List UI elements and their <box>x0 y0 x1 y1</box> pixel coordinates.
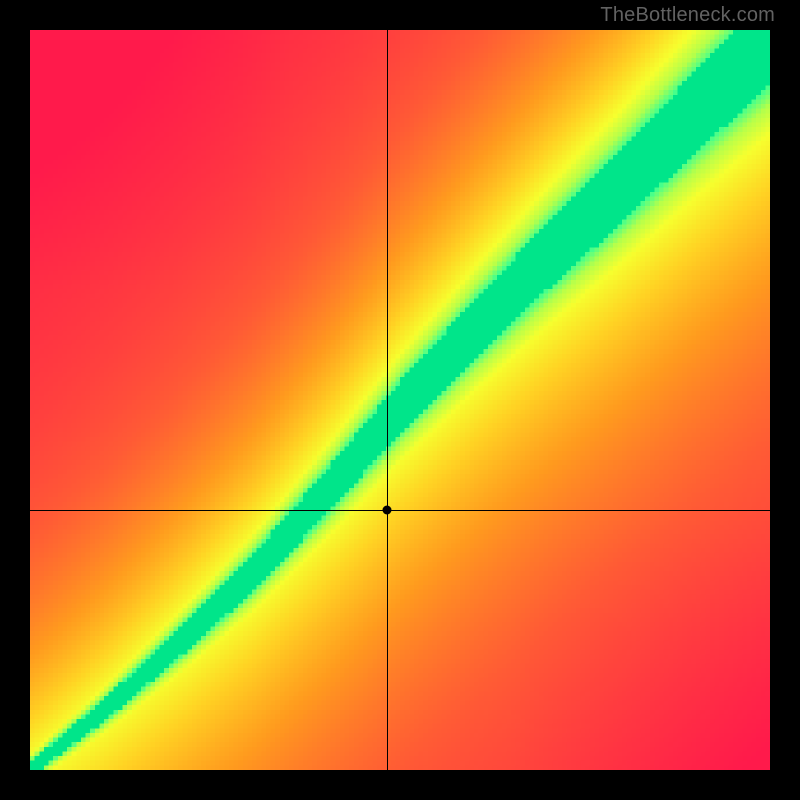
heatmap-canvas <box>30 30 770 770</box>
watermark-text: TheBottleneck.com <box>600 4 775 27</box>
heatmap-plot-area <box>30 30 770 770</box>
crosshair-marker <box>383 506 392 515</box>
crosshair-horizontal <box>30 510 770 511</box>
crosshair-vertical <box>387 30 388 770</box>
